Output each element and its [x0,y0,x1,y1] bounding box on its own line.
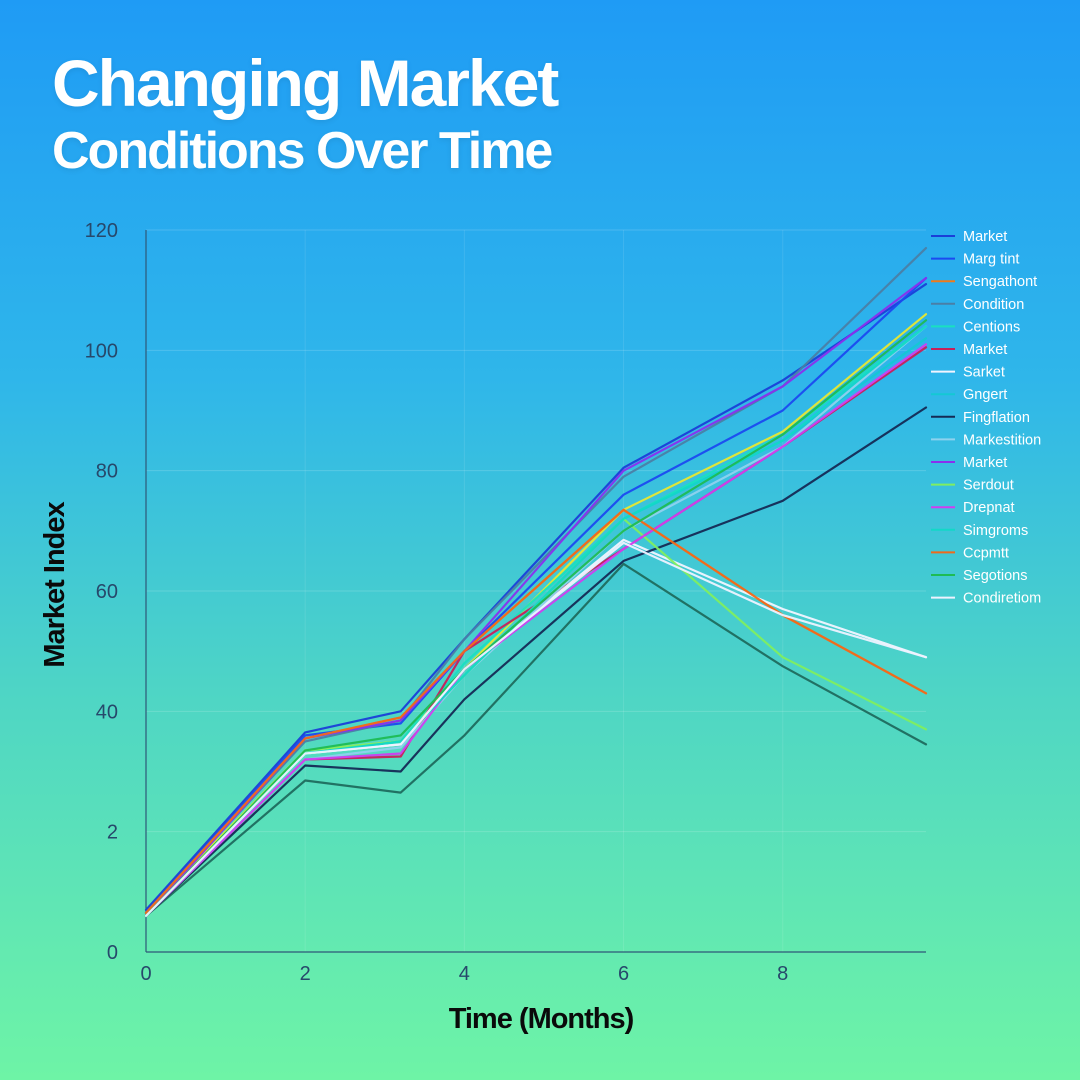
y-tick-label: 40 [96,701,118,723]
legend-label: Condition [963,297,1024,313]
x-tick-label: 0 [140,963,151,985]
series-line [144,346,928,918]
axes [145,230,926,953]
chart-title-line-2: Conditions Over Time [52,122,553,180]
series-lines [144,247,928,918]
y-tick-label: 100 [85,340,118,362]
x-tick-labels: 0 2 4 6 8 [140,963,788,985]
legend-label: Marg tint [963,252,1019,268]
legend-label: Gngert [963,387,1007,403]
legend-label: Market [963,342,1007,358]
y-tick-labels: 0 2 40 60 80 100 120 [85,220,118,964]
legend-label: Condiretiom [963,591,1041,607]
legend-label: Drepnat [963,500,1015,516]
legend-label: Fingflation [963,410,1030,426]
series-line [144,406,928,918]
legend-label: Centions [963,319,1020,335]
y-tick-label: 0 [107,942,118,964]
legend-label: Markestition [963,432,1041,448]
legend-label: Segotions [963,568,1028,584]
x-tick-label: 4 [459,963,470,985]
legend-label: Sengathont [963,274,1037,290]
legend-label: Market [963,455,1007,471]
grid-lines [145,229,926,953]
legend-label: Sarket [963,365,1005,381]
y-tick-label: 80 [96,461,118,483]
legend: Market Marg tint Sengathont Condition Centio… [931,229,1041,607]
chart-title-line-1: Changing Market [52,46,559,120]
chart-title: Changing Market Conditions Over Time [52,46,559,182]
legend-label: Ccpmtt [963,545,1009,561]
x-axis-title: Time (Months) [449,1003,634,1035]
legend-label: Market [963,229,1007,245]
x-tick-label: 2 [300,963,311,985]
y-tick-label: 2 [107,822,118,844]
x-tick-label: 6 [618,963,629,985]
series-line-unlabeled [144,562,928,918]
series-line [144,517,928,918]
y-tick-label: 60 [96,581,118,603]
legend-label: Serdout [963,478,1014,494]
series-line [144,541,928,918]
legend-label: Simgroms [963,523,1028,539]
x-tick-label: 8 [777,963,788,985]
y-tick-label: 120 [85,220,118,242]
y-axis-title: Market Index [39,501,71,667]
